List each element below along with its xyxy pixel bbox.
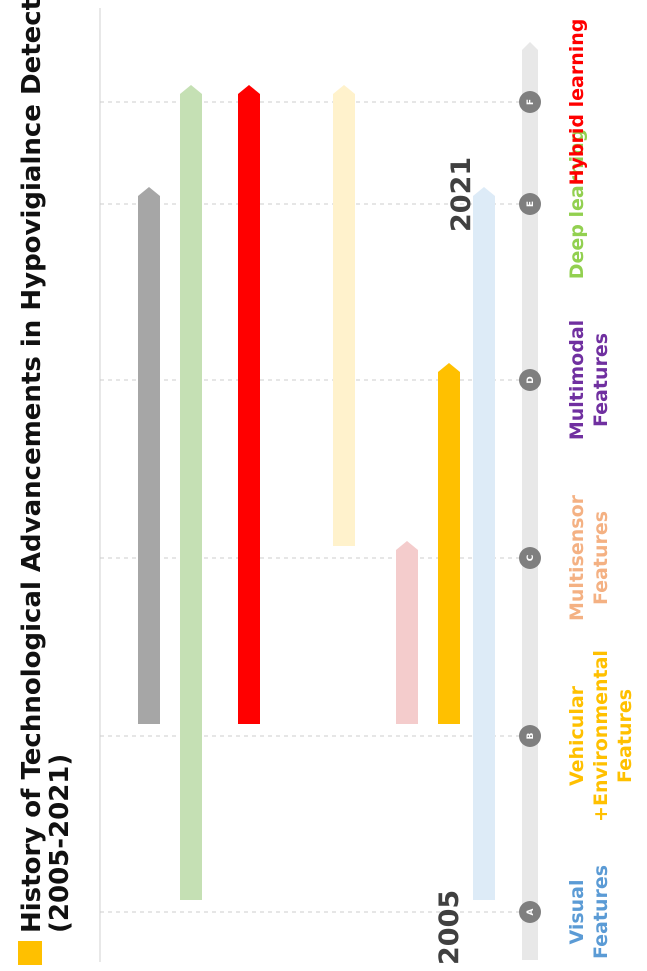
milestone-label-line: Features <box>614 689 636 783</box>
milestone-letter: F <box>526 99 536 105</box>
period-bar-2 <box>180 85 202 900</box>
milestone-circle <box>519 725 541 747</box>
milestone-marker-b: B <box>519 725 541 747</box>
milestone-letter: A <box>526 908 536 915</box>
period-bar-5 <box>396 541 418 724</box>
milestone-circle <box>519 193 541 215</box>
milestone-letter: E <box>526 201 536 207</box>
title-line-2: (2005-2021) <box>45 754 75 933</box>
milestone-circle <box>519 547 541 569</box>
milestone-label-d: Multimodal Features <box>566 320 612 440</box>
year-end-group: 2021 <box>446 157 477 232</box>
milestone-markers: A B C D E F <box>519 91 541 923</box>
milestone-label-line: +Environmental <box>590 650 612 822</box>
milestone-marker-c: C <box>519 547 541 569</box>
milestone-letter: B <box>526 732 536 739</box>
milestone-marker-e: E <box>519 193 541 215</box>
milestone-label-f: Hybrid learning <box>566 19 588 186</box>
milestone-label-c: Multisensor Features <box>566 494 612 621</box>
title-accent-square <box>18 941 42 965</box>
milestone-label-line: Hybrid learning <box>566 19 588 186</box>
period-bar-7 <box>473 187 495 900</box>
milestone-label-a: Visual Features <box>566 865 612 959</box>
period-bar-3 <box>238 85 260 724</box>
milestone-label-line: Deep learning <box>566 129 588 280</box>
milestone-label-line: Vehicular <box>566 685 588 786</box>
milestone-letter: D <box>526 376 536 383</box>
milestone-label-line: Features <box>590 865 612 959</box>
milestone-circle <box>519 369 541 391</box>
milestone-label-b: Vehicular +Environmental Features <box>566 650 636 822</box>
title-line-1: History of Technological Advancements in… <box>17 0 47 933</box>
milestone-label-line: Multimodal <box>566 320 588 440</box>
timeline-axis <box>522 42 538 960</box>
period-bar-6 <box>438 363 460 724</box>
milestone-marker-f: F <box>519 91 541 113</box>
title-group: History of Technological Advancements in… <box>17 0 75 965</box>
milestone-label-e: Deep learning <box>566 129 588 280</box>
milestone-marker-d: D <box>519 369 541 391</box>
period-bar-4 <box>333 85 355 546</box>
milestone-label-line: Multisensor <box>566 494 588 621</box>
milestone-marker-a: A <box>519 901 541 923</box>
milestone-label-line: Features <box>590 511 612 605</box>
milestone-label-line: Features <box>590 333 612 427</box>
milestone-letter: C <box>526 554 536 561</box>
year-start-label: 2005 <box>434 890 465 965</box>
year-end-label: 2021 <box>446 157 477 232</box>
period-bar-1 <box>138 187 160 724</box>
milestone-label-line: Visual <box>566 879 588 944</box>
milestone-circle <box>519 901 541 923</box>
period-bars <box>138 85 495 900</box>
milestone-gridlines <box>100 101 520 913</box>
year-start-group: 2005 <box>434 890 465 965</box>
axis-track <box>522 42 538 960</box>
milestone-circle <box>519 91 541 113</box>
